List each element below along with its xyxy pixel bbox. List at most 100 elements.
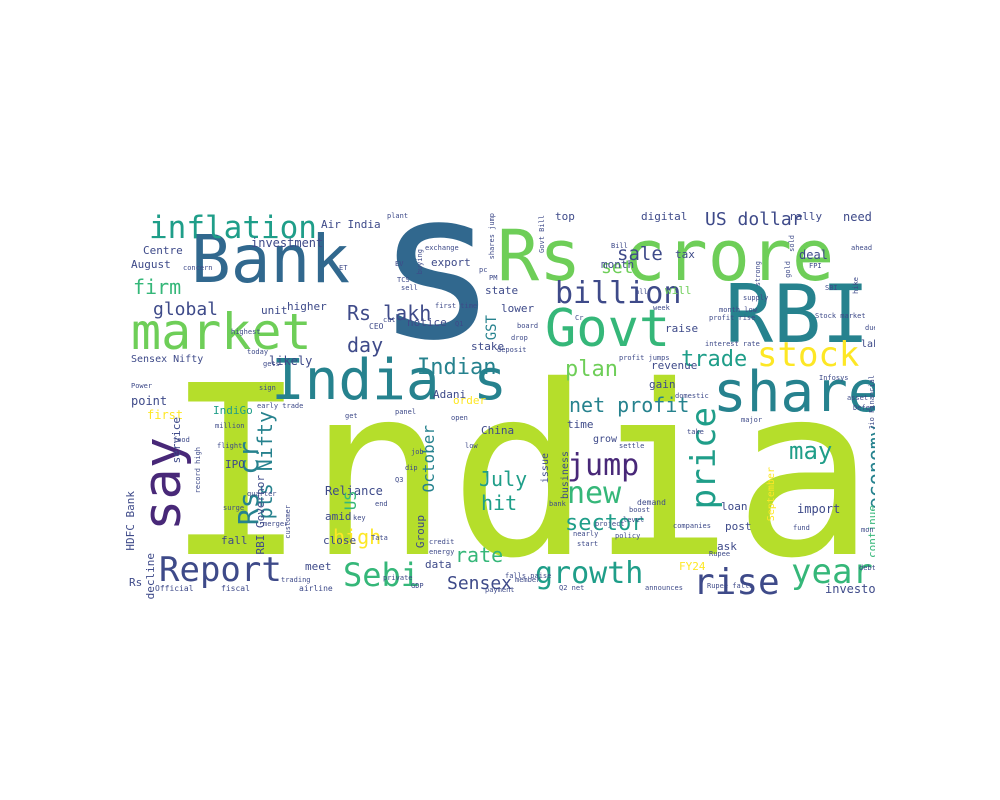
word-india-s: India s bbox=[271, 348, 508, 413]
word-falls-paise: falls paise bbox=[505, 572, 552, 580]
word-point: point bbox=[131, 394, 168, 408]
word-sale: sale bbox=[617, 243, 663, 265]
word-indigo: IndiGo bbox=[213, 404, 253, 417]
word-q3: Q3 bbox=[395, 476, 404, 484]
word-state: state bbox=[485, 284, 519, 297]
word-open: open bbox=[451, 414, 468, 422]
word-meet: meet bbox=[305, 560, 332, 573]
word-import: import bbox=[797, 502, 841, 516]
word-time: time bbox=[567, 418, 594, 431]
word-deposit: deposit bbox=[497, 346, 527, 354]
word-tcs: TCS bbox=[397, 276, 410, 284]
word-august: August bbox=[131, 258, 171, 271]
word-high: high bbox=[333, 525, 382, 549]
word-first: first bbox=[147, 408, 184, 422]
word-supply: supply bbox=[743, 294, 769, 302]
word-payment: payment bbox=[485, 586, 515, 594]
word-govt-bill: Govt Bill bbox=[538, 215, 546, 253]
word-growth: growth bbox=[535, 556, 644, 591]
word-quarter: quarter bbox=[247, 490, 277, 498]
word-may: may bbox=[789, 437, 833, 465]
word-global: global bbox=[153, 299, 219, 320]
word-settle: settle bbox=[619, 442, 645, 450]
word-rs-lakh: Rs lakh bbox=[347, 301, 432, 325]
word-business: business bbox=[560, 451, 571, 500]
word-digital: digital bbox=[641, 210, 688, 223]
word-early-trade: early trade bbox=[257, 402, 304, 410]
word-rbi: RBI bbox=[725, 268, 870, 361]
word-et: ET bbox=[339, 264, 348, 272]
word-gst: GST bbox=[484, 315, 500, 341]
word-demand: demand bbox=[637, 498, 666, 507]
word-higher: higher bbox=[287, 300, 327, 313]
word-unit: unit bbox=[261, 304, 288, 317]
word-data: data bbox=[425, 558, 452, 571]
word-adani: Adani bbox=[433, 388, 467, 401]
word-asset: asset bbox=[847, 394, 869, 402]
word-announces: announces bbox=[645, 584, 683, 592]
word-fall: fall bbox=[221, 534, 248, 547]
word-private: private bbox=[383, 574, 413, 582]
word-defence: Defence bbox=[853, 404, 875, 412]
word-domestic: domestic bbox=[675, 392, 709, 400]
word-sector: sector bbox=[565, 511, 645, 536]
word-cloud: India s Bank Rs crore RBI Govt market India s sh… bbox=[125, 205, 875, 600]
word-key: key bbox=[353, 514, 366, 522]
word-due: due bbox=[865, 324, 875, 332]
word-jio-financial: Jio Financial bbox=[868, 375, 875, 430]
word-airline: airline bbox=[299, 584, 333, 593]
word-food: food bbox=[173, 436, 190, 444]
word-ahead: ahead bbox=[851, 244, 873, 252]
word-export: export bbox=[431, 256, 471, 269]
word-net-profit: net profit bbox=[569, 393, 690, 417]
word-profit-rise: profit rise bbox=[709, 314, 756, 322]
word-post: post bbox=[725, 520, 752, 533]
word-rs: Rs bbox=[129, 576, 143, 589]
word-shares-jump: shares jump bbox=[488, 213, 496, 260]
word-rise: rise bbox=[693, 562, 780, 601]
word-credit: credit bbox=[429, 538, 455, 546]
word-start: start bbox=[577, 540, 599, 548]
word-surge: surge bbox=[223, 504, 245, 512]
word-september: September bbox=[766, 467, 777, 522]
word-pc: pc bbox=[479, 266, 488, 274]
word-stock-market: Stock market bbox=[815, 312, 866, 320]
word-s: s bbox=[375, 205, 499, 386]
word-strong: strong bbox=[754, 261, 762, 287]
word-trading: trading bbox=[281, 576, 311, 584]
word-first-time: first time bbox=[435, 302, 478, 310]
word-gain: gain bbox=[649, 378, 676, 391]
word-gdp: GDP bbox=[411, 582, 424, 590]
word-policy: policy bbox=[615, 532, 641, 540]
word-q2-net: Q2 net bbox=[559, 584, 585, 592]
word-investment: investment bbox=[251, 236, 324, 250]
word-official: Official bbox=[155, 584, 194, 593]
word-sold: sold bbox=[788, 235, 796, 252]
word-today: today bbox=[247, 348, 269, 356]
word-sell: sell bbox=[401, 284, 418, 292]
word-low: low bbox=[465, 442, 478, 450]
word-centre: Centre bbox=[143, 244, 183, 257]
word-nearly: nearly bbox=[573, 530, 599, 538]
word-fiscal: fiscal bbox=[221, 584, 250, 593]
word-billion: billion bbox=[555, 276, 682, 311]
word-fund: fund bbox=[793, 524, 810, 532]
word-ipo: IPO bbox=[225, 458, 245, 471]
word-highest: highest bbox=[231, 328, 261, 336]
word-member: member bbox=[515, 576, 541, 584]
word-job: job bbox=[411, 448, 424, 456]
word-gold: gold bbox=[784, 261, 792, 278]
word-issue: issue bbox=[540, 453, 551, 484]
word-record-high: record high bbox=[194, 447, 202, 494]
word-energy: energy bbox=[429, 548, 455, 556]
word-trade: trade bbox=[681, 347, 748, 372]
word-rupee: Rupee bbox=[709, 550, 731, 558]
word-stake: stake bbox=[471, 340, 505, 353]
word-july: July bbox=[479, 467, 528, 491]
word-day: day bbox=[347, 333, 384, 357]
word-market: market bbox=[131, 303, 312, 361]
word-sebi: Sebi bbox=[343, 556, 421, 594]
word-india: India bbox=[165, 335, 875, 600]
word-need: need bbox=[843, 210, 872, 224]
word-hit: hit bbox=[481, 491, 518, 515]
